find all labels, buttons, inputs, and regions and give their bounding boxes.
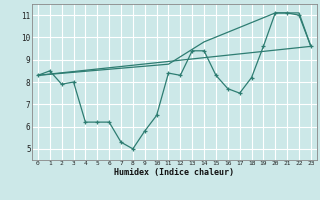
X-axis label: Humidex (Indice chaleur): Humidex (Indice chaleur) [115,168,234,177]
